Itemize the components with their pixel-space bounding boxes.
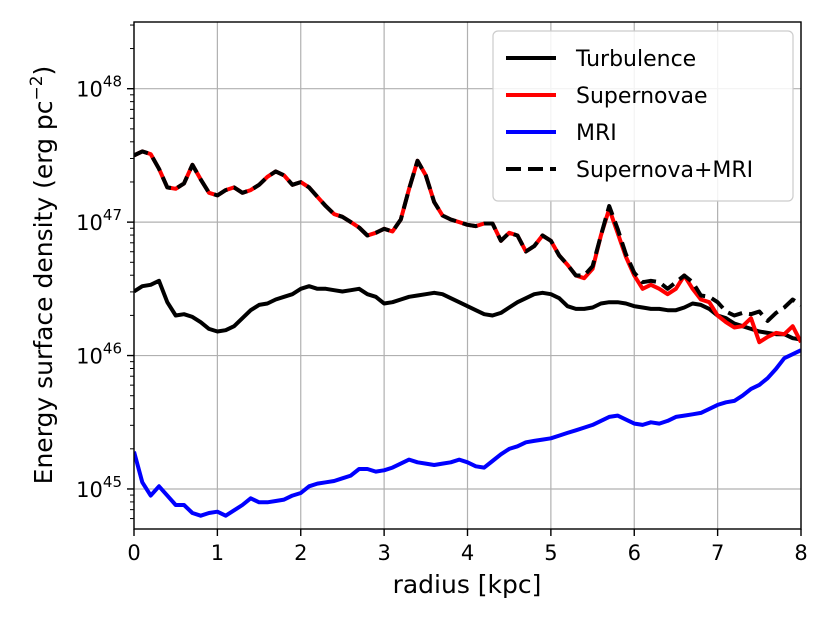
series-line-supernova-mri (134, 149, 801, 323)
series-line-turbulence (134, 278, 801, 342)
x-tick-label-1: 1 (211, 541, 224, 565)
y-tick-label-2: 1047 (76, 206, 122, 235)
y-axis-label-exponent: −2 (27, 75, 47, 100)
y-axis-label-close: ) (29, 66, 58, 76)
legend-label-supernova-mri: Supernova+MRI (576, 158, 753, 183)
plot-lines (134, 149, 801, 518)
x-tick-label-8: 8 (794, 541, 807, 565)
x-axis-ticks: 0 1 2 3 4 5 6 7 8 (127, 529, 808, 565)
y-tick-label-0: 1045 (76, 473, 122, 502)
x-tick-label-0: 0 (127, 541, 140, 565)
y-tick-exponent: 46 (103, 340, 122, 358)
y-axis-label-base: Energy surface density (erg pc (29, 101, 58, 485)
series-line-mri (134, 348, 801, 518)
y-tick-base: 10 (76, 478, 103, 502)
x-tick-label-7: 7 (711, 541, 724, 565)
y-axis-label: Energy surface density (erg pc−2) (27, 66, 58, 485)
legend-label-turbulence: Turbulence (575, 47, 696, 72)
y-tick-base: 10 (76, 78, 103, 102)
y-tick-exponent: 48 (103, 73, 122, 91)
y-tick-exponent: 45 (103, 473, 122, 491)
x-tick-label-6: 6 (628, 541, 641, 565)
x-tick-label-4: 4 (461, 541, 474, 565)
legend-label-supernovae: Supernovae (576, 84, 708, 109)
legend: Turbulence Supernovae MRI Supernova+MRI (492, 30, 794, 202)
y-tick-label-1: 1046 (76, 340, 122, 369)
y-tick-base: 10 (76, 211, 103, 235)
legend-frame (492, 30, 794, 202)
x-axis-label: radius [kpc] (393, 570, 542, 599)
y-tick-exponent: 47 (103, 206, 122, 224)
y-tick-label-3: 1048 (76, 73, 122, 102)
y-tick-base: 10 (76, 345, 103, 369)
x-tick-label-3: 3 (377, 541, 390, 565)
x-tick-label-2: 2 (294, 541, 307, 565)
legend-label-mri: MRI (576, 121, 617, 146)
x-tick-label-5: 5 (544, 541, 557, 565)
